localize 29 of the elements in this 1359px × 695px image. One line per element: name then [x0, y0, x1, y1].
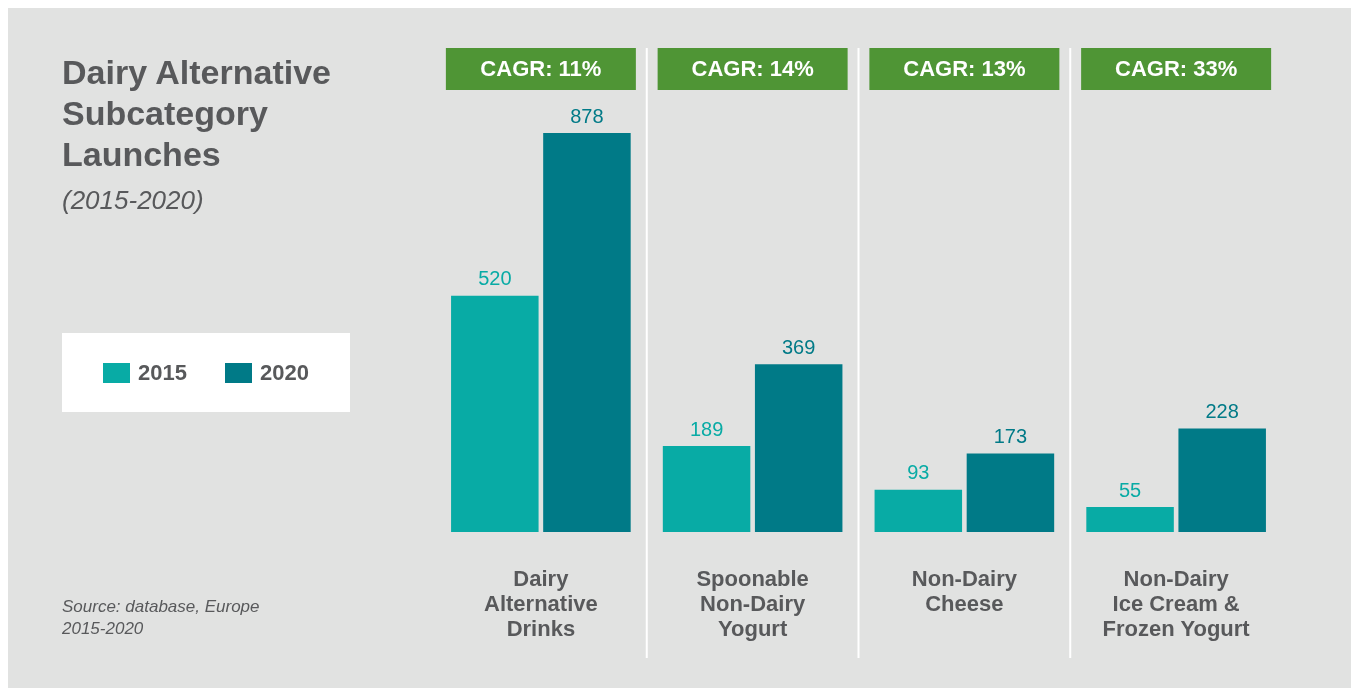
bar: [754, 364, 843, 532]
bar: [1086, 507, 1174, 532]
data-label: 228: [1205, 399, 1239, 422]
bar: [543, 133, 631, 532]
bar: [662, 446, 751, 532]
data-label: 173: [993, 424, 1028, 447]
x-tick-label: Non-Dairy Cheese: [911, 566, 1018, 617]
legend-label: 2020: [260, 359, 309, 386]
text: CAGR: 14%: [691, 56, 814, 82]
x-tick-label: Non-Dairy Ice Cream & Frozen Yogurt: [1102, 566, 1251, 642]
legend-label: 2015: [138, 359, 187, 386]
source-note: Source: database, Europe 2015-2020: [62, 596, 261, 640]
data-label: 55: [1118, 478, 1142, 501]
data-label: 93: [907, 461, 930, 484]
data-label: 520: [478, 267, 512, 290]
x-tick-label: Spoonable Non-Dairy Yogurt: [696, 566, 809, 642]
text: CAGR: 13%: [903, 56, 1026, 82]
data-label: 878: [570, 104, 604, 127]
bar: [451, 295, 539, 532]
data-label: 369: [781, 335, 816, 358]
bar: [1178, 428, 1266, 532]
bar: [966, 453, 1055, 532]
text: CAGR: 33%: [1115, 56, 1238, 82]
bar: [874, 489, 963, 532]
text: CAGR: 11%: [480, 56, 602, 82]
x-tick-label: Dairy Alternative Drinks: [484, 566, 598, 642]
chart-title: Dairy Alternative Subcategory Launches: [62, 52, 332, 175]
text: (2015-2020): [62, 185, 204, 216]
data-label: 189: [689, 417, 724, 440]
